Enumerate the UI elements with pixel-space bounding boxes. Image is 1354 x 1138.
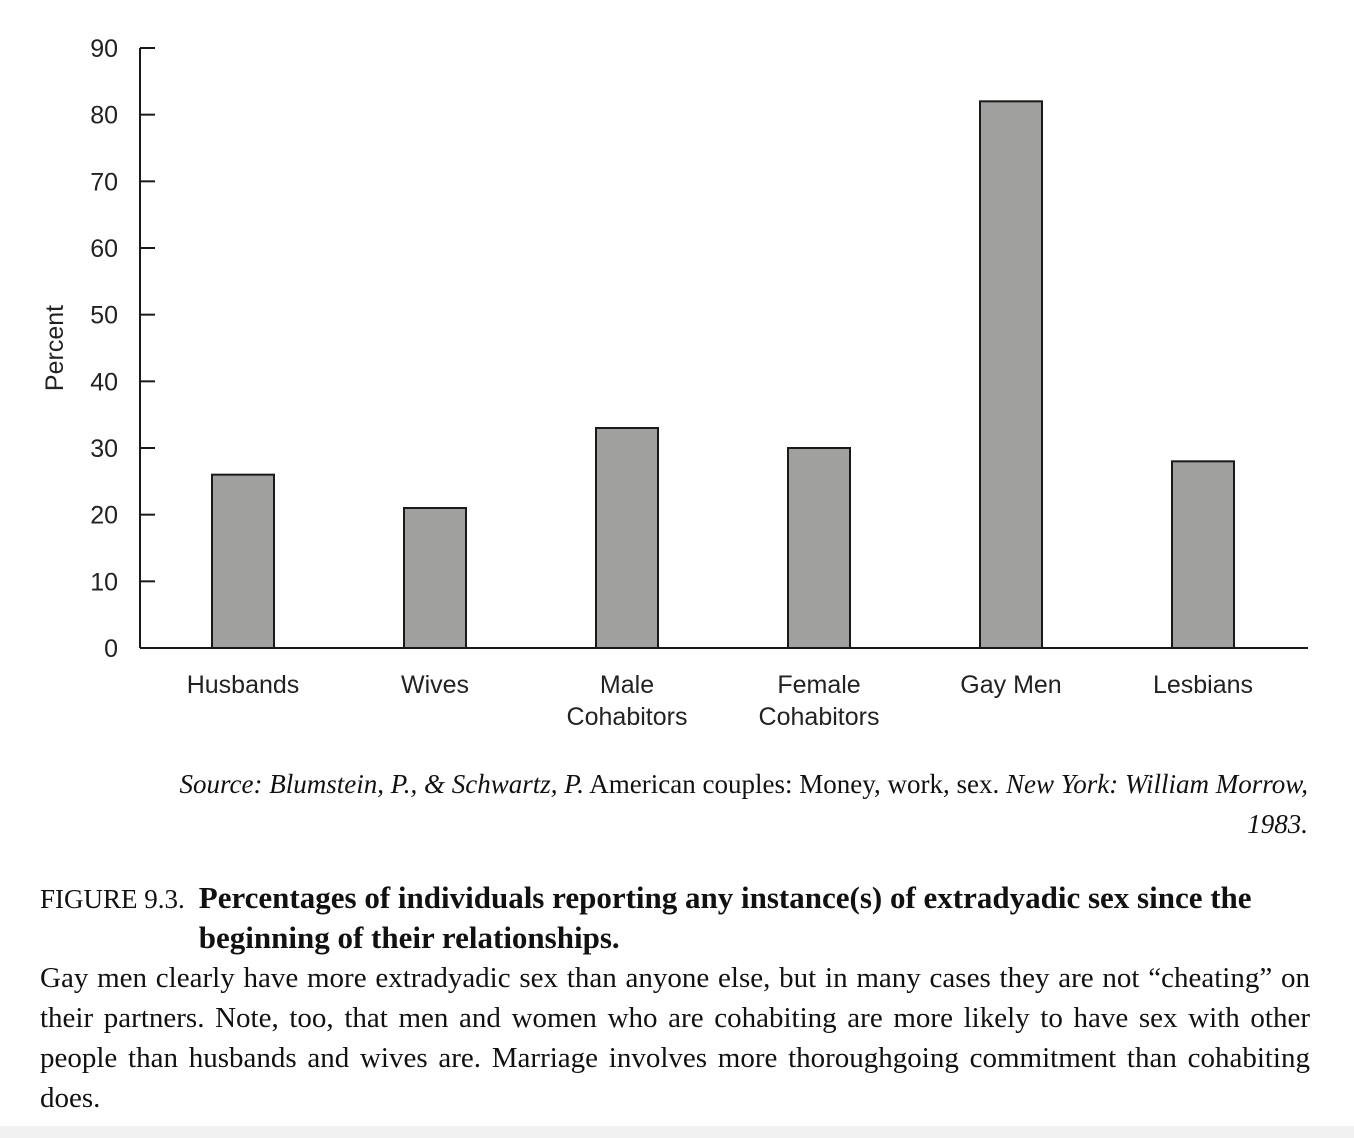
x-category-label: Male Cohabitors [567, 671, 688, 731]
x-category-labels: Husbands Wives Male Cohabitors Female Cohabit… [187, 671, 1253, 731]
bar [595, 427, 659, 649]
y-tick-label: 40 [90, 368, 118, 396]
figure-description: Gay men clearly have more extradyadic se… [40, 962, 1310, 1114]
y-axis-title: Percent [41, 305, 69, 391]
source-publisher: New York: William Morrow, 1983. [1005, 769, 1308, 839]
y-tick-label: 80 [90, 102, 118, 130]
x-category-label: Husbands [187, 671, 300, 699]
source-title: American couples: Money, work, sex. [589, 769, 1000, 799]
y-tick-label: 10 [90, 568, 118, 596]
y-tick-label: 50 [90, 302, 118, 330]
x-category-label: Female Cohabitors [759, 671, 880, 731]
source-citation: Source: Blumstein, P., & Schwartz, P. Am… [120, 764, 1308, 844]
bar [1171, 460, 1235, 650]
bar-chart: 0 10 20 30 40 50 60 70 80 90 Husbands Wives Male Coh… [41, 35, 1308, 731]
bar [403, 507, 467, 649]
source-authors: Source: Blumstein, P., & Schwartz, P. [179, 769, 585, 799]
x-category-label: Lesbians [1153, 671, 1253, 699]
bar [979, 100, 1043, 650]
figure-title: Percentages of individuals reporting any… [198, 880, 1252, 955]
y-tick-labels: 0 10 20 30 40 50 60 70 80 90 [90, 35, 118, 663]
bar [211, 473, 275, 649]
y-tick-label: 70 [90, 168, 118, 196]
figure-label: FIGURE 9.3. [40, 884, 185, 914]
y-tick-label: 20 [90, 502, 118, 530]
chart-bars [211, 100, 1235, 650]
y-tick-label: 0 [104, 635, 118, 663]
x-category-label: Wives [401, 671, 469, 699]
y-tick-label: 90 [90, 35, 118, 63]
chart-axes [139, 47, 1308, 649]
y-tick-label: 30 [90, 435, 118, 463]
page-bottom-edge [0, 1126, 1354, 1138]
bar [787, 447, 851, 649]
y-tick-label: 60 [90, 235, 118, 263]
x-category-label: Gay Men [960, 671, 1061, 699]
figure-caption: FIGURE 9.3. Percentages of individuals r… [40, 878, 1310, 1118]
